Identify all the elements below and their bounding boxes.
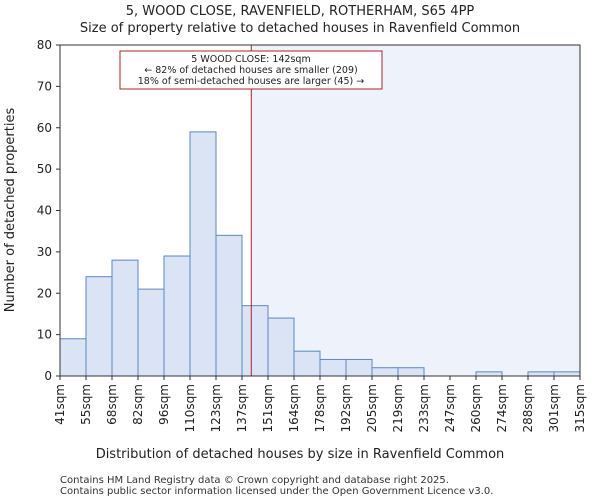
x-tick-label: 178sqm: [313, 384, 327, 432]
annotation-line-3: 18% of semi-detached houses are larger (…: [138, 76, 365, 87]
bars-group: [59, 131, 581, 377]
x-tick-label: 55sqm: [79, 384, 93, 425]
bar-12: [371, 367, 399, 377]
bar-8: [267, 317, 295, 377]
bar-9: [293, 350, 321, 377]
bar-6: [215, 234, 243, 377]
x-tick-label: 41sqm: [53, 384, 67, 425]
x-tick-label: 164sqm: [287, 384, 301, 432]
x-axis: 41sqm 55sqm 68sqm 82sqm 96sqm 110sqm 123sqm 137…: [53, 376, 587, 432]
y-tick-label: 30: [37, 245, 52, 259]
y-tick-label: 70: [37, 79, 52, 93]
y-axis: 0 10 20 30 40 50 60 70 80: [37, 38, 60, 383]
footer-line-2: Contains public sector information licen…: [60, 486, 493, 497]
x-tick-label: 96sqm: [157, 384, 171, 425]
footer-line-1: Contains HM Land Registry data © Crown c…: [60, 475, 449, 486]
x-tick-label: 219sqm: [391, 384, 405, 432]
annotation-box: 5 WOOD CLOSE: 142sqm ← 82% of detached h…: [119, 50, 383, 90]
annotation-frame: [119, 50, 383, 90]
x-axis-label: Distribution of detached houses by size …: [96, 447, 505, 462]
x-tick-label: 288sqm: [521, 384, 535, 432]
chart-title: 5, WOOD CLOSE, RAVENFIELD, ROTHERHAM, S6…: [126, 4, 475, 19]
chart-subtitle: Size of property relative to detached ho…: [80, 21, 520, 36]
y-tick-label: 40: [37, 204, 52, 218]
bar-4: [163, 255, 191, 377]
bar-5: [189, 131, 217, 377]
y-tick-label: 60: [37, 121, 52, 135]
y-axis-label: Number of detached properties: [3, 108, 18, 313]
larger-region-shading: [251, 45, 581, 376]
x-tick-label: 274sqm: [495, 384, 509, 432]
x-tick-label: 82sqm: [131, 384, 145, 425]
x-tick-label: 110sqm: [183, 384, 197, 432]
y-tick-label: 0: [44, 369, 52, 383]
x-tick-label: 137sqm: [235, 384, 249, 432]
x-tick-label: 151sqm: [261, 384, 275, 432]
bar-2: [111, 259, 139, 377]
annotation-line-2: ← 82% of detached houses are smaller (20…: [144, 65, 357, 76]
bar-10: [319, 358, 347, 377]
annotation-line-1: 5 WOOD CLOSE: 142sqm: [191, 54, 310, 65]
x-tick-label: 247sqm: [443, 384, 457, 432]
x-tick-label: 205sqm: [365, 384, 379, 432]
y-tick-label: 80: [37, 38, 52, 52]
bar-18: [527, 371, 555, 377]
bar-16: [475, 371, 503, 377]
x-tick-label: 68sqm: [105, 384, 119, 425]
bar-11: [345, 358, 373, 377]
x-tick-label: 192sqm: [339, 384, 353, 432]
x-tick-label: 123sqm: [209, 384, 223, 432]
x-tick-label: 315sqm: [573, 384, 587, 432]
x-tick-label: 301sqm: [547, 384, 561, 432]
bar-1: [85, 276, 113, 377]
bar-0: [59, 338, 87, 377]
y-tick-label: 20: [37, 286, 52, 300]
bar-13: [397, 367, 425, 377]
bar-7: [241, 305, 269, 377]
x-tick-label: 260sqm: [469, 384, 483, 432]
y-tick-label: 10: [37, 328, 52, 342]
y-tick-label: 50: [37, 162, 52, 176]
bar-19: [553, 371, 581, 377]
x-tick-label: 233sqm: [417, 384, 431, 432]
bar-3: [137, 288, 165, 377]
